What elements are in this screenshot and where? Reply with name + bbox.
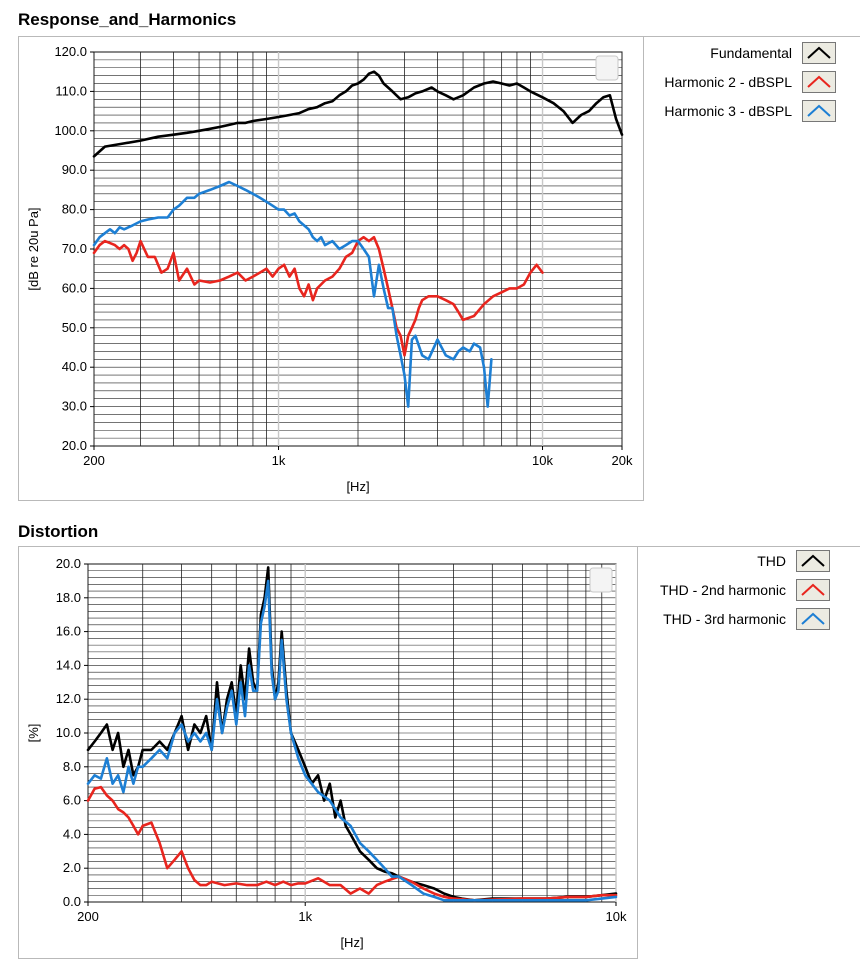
legend-label: THD - 2nd harmonic — [659, 582, 786, 598]
legend-swatch-icon — [796, 550, 830, 572]
y-tick-label: 60.0 — [62, 280, 87, 295]
x-tick-label: 1k — [272, 453, 286, 468]
legend-item[interactable]: Fundamental — [710, 40, 836, 66]
series-line-2 — [92, 235, 544, 357]
y-tick-label: 20.0 — [56, 556, 81, 571]
legend-swatch-icon — [802, 100, 836, 122]
response-chart-svg: 20.0 30.0 40.0 50.0 60.0 70.0 80.0 90.0 100.0 110… — [26, 44, 633, 494]
chart-title: Response_and_Harmonics — [18, 10, 237, 29]
series-line-3 — [92, 180, 493, 408]
y-tick-label: 120.0 — [54, 44, 87, 59]
legend-item[interactable]: THD — [757, 548, 830, 574]
legend-item[interactable]: Harmonic 2 - dBSPL — [664, 69, 836, 95]
legend-swatch-icon — [802, 71, 836, 93]
y-tick-label: 20.0 — [62, 438, 87, 453]
legend-label: Harmonic 2 - dBSPL — [664, 74, 792, 90]
legend-item[interactable]: Harmonic 3 - dBSPL — [664, 98, 836, 124]
panel-bottom-border — [18, 500, 644, 501]
series-line-1 — [92, 70, 624, 158]
y-tick-label: 16.0 — [56, 624, 81, 639]
legend-swatch-icon — [796, 579, 830, 601]
y-tick-label: 50.0 — [62, 320, 87, 335]
legend-label: Harmonic 3 - dBSPL — [664, 103, 792, 119]
graph-tool-icon — [595, 55, 619, 81]
panel-left-border — [18, 36, 19, 500]
series-line-3 — [86, 579, 618, 902]
panel-left-border — [18, 546, 19, 958]
legend-label: Fundamental — [710, 45, 792, 61]
y-tick-label: 12.0 — [56, 691, 81, 706]
legend-swatch-icon — [796, 608, 830, 630]
y-tick-label: 10.0 — [56, 725, 81, 740]
distortion-chart-svg: 0.0 2.0 4.0 6.0 8.0 10.0 12.0 14.0 16.0 18.0 20.0 2… — [26, 556, 627, 950]
x-tick-label: 200 — [83, 453, 105, 468]
graph-tool-icon — [589, 567, 613, 593]
y-axis-label: [dB re 20u Pa] — [26, 207, 41, 290]
x-tick-label: 200 — [77, 909, 99, 924]
response-panel: Response_and_Harmonics 20.0 30.0 40.0 50.0 6… — [18, 10, 860, 501]
y-tick-label: 18.0 — [56, 590, 81, 605]
y-tick-label: 40.0 — [62, 359, 87, 374]
chart-title: Distortion — [18, 522, 99, 541]
y-tick-label: 14.0 — [56, 657, 81, 672]
x-axis-label: [Hz] — [346, 479, 369, 494]
legend-label: THD — [757, 553, 786, 569]
title-divider — [18, 36, 860, 37]
y-tick-label: 0.0 — [63, 894, 81, 909]
x-axis-label: [Hz] — [340, 935, 363, 950]
y-tick-label: 110.0 — [55, 83, 87, 98]
legend-item[interactable]: THD - 3rd harmonic — [663, 606, 830, 632]
y-axis-label: [%] — [26, 724, 41, 743]
legend-label: THD - 3rd harmonic — [663, 611, 786, 627]
x-tick-label: 10k — [606, 909, 627, 924]
legend-divider — [637, 546, 638, 958]
y-tick-label: 80.0 — [62, 202, 87, 217]
legend-swatch-icon — [802, 42, 836, 64]
x-tick-label: 20k — [612, 453, 633, 468]
legend-item[interactable]: THD - 2nd harmonic — [660, 577, 830, 603]
y-tick-label: 2.0 — [63, 860, 81, 875]
y-tick-label: 30.0 — [62, 399, 87, 414]
x-tick-label: 10k — [532, 453, 553, 468]
y-tick-label: 8.0 — [63, 759, 81, 774]
panel-bottom-border — [18, 958, 638, 959]
x-tick-label: 1k — [298, 909, 312, 924]
series-line-2 — [86, 785, 618, 902]
y-tick-label: 100.0 — [54, 123, 87, 138]
y-tick-label: 4.0 — [63, 826, 81, 841]
y-tick-label: 70.0 — [62, 241, 87, 256]
y-tick-label: 6.0 — [63, 793, 81, 808]
legend-divider — [643, 36, 644, 500]
title-divider — [18, 546, 860, 547]
distortion-panel: Distortion 0.0 2.0 4.0 6.0 8.0 10.0 12.0 14.0 16… — [0, 510, 866, 969]
y-tick-label: 90.0 — [62, 162, 87, 177]
